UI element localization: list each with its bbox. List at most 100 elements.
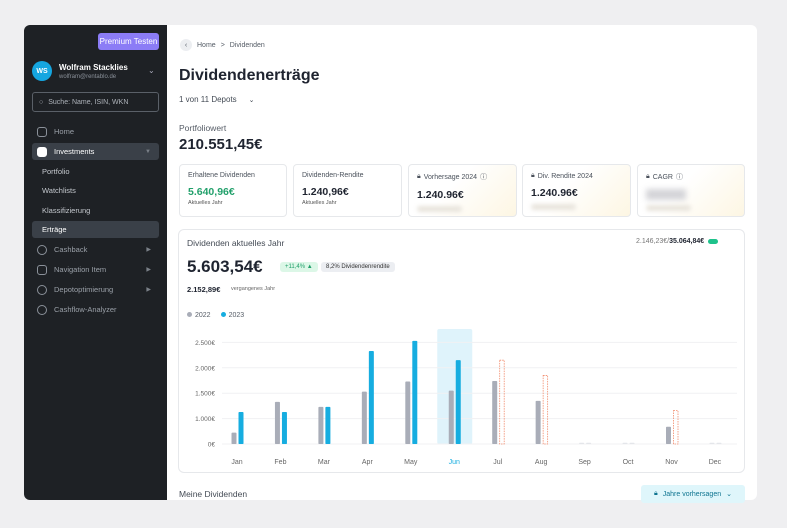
bar-2023 [238,411,244,444]
card-cagr[interactable]: 🔒︎ CAGR ⓘ [637,164,745,217]
x-tick-label: Mar [318,459,331,466]
card-sub: Aktuelles Jahr [302,200,337,206]
bar-2022 [492,381,498,444]
chart-icon [37,146,47,157]
x-tick-label: Oct [623,459,634,466]
x-tick-label: Nov [665,459,678,466]
cashback-icon [37,244,47,255]
page-title: Dividendenerträge [179,67,320,84]
bar-forecast [499,359,505,445]
sidebar-item-depotoptimierung[interactable]: Depotoptimierung ▶ [32,281,159,298]
bar-2023 [629,442,635,444]
breadcrumb-current: Dividenden [229,41,265,49]
bar-2022 [274,401,280,444]
card-title: Vorhersage 2024 [423,173,478,181]
breadcrumb-home[interactable]: Home [197,41,216,49]
bar-2023 [586,442,592,444]
portfolio-value: 210.551,45€ [179,136,263,153]
x-tick-label: Aug [535,459,548,466]
breadcrumb-separator: > [220,41,225,49]
y-tick-label: 0€ [208,442,216,449]
bar-forecast [673,410,679,445]
forecast-years-button[interactable]: 🔒︎ Jahre vorhersagen ⌄ [641,485,745,503]
progress-total: 35.064,84€ [669,238,705,245]
info-icon[interactable]: ⓘ [675,174,683,181]
label: Cashback [54,245,88,254]
caret-right-icon: ▶ [146,267,151,273]
x-tick-label: Jul [493,459,502,466]
yield-badge: 8,2% Dividendenrendite [321,262,395,272]
progress-current: 2.146,23€ [636,238,668,245]
button-label: Jahre vorhersagen [662,490,722,498]
avatar[interactable]: WS [32,61,52,81]
sidebar-subitem-klassifizierung[interactable]: Klassifizierung [42,206,91,215]
sidebar-item-cashflow[interactable]: Cashflow-Analyzer [32,301,159,318]
bar-2022 [579,442,585,444]
user-name: Wolfram Stacklies [59,63,128,72]
sidebar-subitem-watchlists[interactable]: Watchlists [42,186,76,195]
legend-2023[interactable]: 2023 [220,312,244,319]
bar-2023 [281,411,287,444]
label: Cashflow-Analyzer [54,305,117,314]
depot-label: 1 von 11 Depots [179,95,237,104]
card-title: Dividenden-Rendite [302,172,364,179]
search-input[interactable]: ○ Suche: Name, ISIN, WKN [32,92,159,112]
dividends-chart-card [178,229,745,473]
home-icon [37,126,47,137]
sidebar-subitem-ertraege[interactable]: Erträge [32,221,159,238]
x-tick-label: Apr [362,459,374,466]
sidebar-subitem-portfolio[interactable]: Portfolio [42,167,70,176]
y-tick-label: 2.000€ [195,365,215,372]
chevron-down-icon: ⌄ [726,491,732,498]
card-value: 1.240.96€ [531,187,578,199]
bar-2022 [622,442,628,444]
card-div-yield-2024[interactable]: 🔒︎ Div. Rendite 2024 1.240.96€ [522,164,631,217]
optimize-icon [37,284,47,295]
lock-icon: 🔒︎ [646,173,650,180]
lock-icon: 🔒︎ [531,172,535,179]
chart-card-title: Dividenden aktuelles Jahr [187,238,285,248]
blurred-value [646,189,686,200]
bar-2022 [666,426,671,444]
caret-right-icon: ▶ [146,247,151,253]
home-icon [37,264,47,275]
blurred-text [646,205,691,211]
analyzer-icon [37,304,47,315]
user-email: wolfram@rentablo.de [59,74,117,80]
x-tick-label: Dec [709,459,722,466]
label: Investments [54,147,95,156]
card-value: 1.240.96€ [417,189,464,201]
info-icon[interactable]: ⓘ [480,174,488,181]
card-title: CAGR [652,173,673,181]
bar-2022 [231,432,237,444]
search-placeholder: Suche: Name, ISIN, WKN [48,98,129,106]
legend-2022[interactable]: 2022 [187,312,211,319]
lock-icon: 🔒︎ [654,490,658,497]
bar-2022 [709,442,715,444]
card-title: Div. Rendite 2024 [537,172,593,180]
sidebar-item-home[interactable]: Home [32,123,159,140]
bar-2022 [405,381,411,444]
card-forecast-2024[interactable]: 🔒︎ Vorhersage 2024 ⓘ 1.240.96€ [408,164,517,217]
card-value: 1.240,96€ [302,186,349,198]
section-title: Meine Dividenden [179,489,248,499]
y-tick-label: 1.000€ [195,416,215,423]
card-sub: Aktuelles Jahr [188,200,223,206]
bar-2022 [318,406,324,444]
breadcrumb: ‹ Home > Dividenden [180,39,265,51]
chevron-down-icon[interactable]: ⌄ [148,66,155,75]
lock-icon: 🔒︎ [417,173,421,180]
label: Home [54,127,75,136]
depot-selector[interactable]: 1 von 11 Depots ⌄ [179,95,255,104]
bar-2023 [368,351,374,444]
card-title: Erhaltene Dividenden [188,172,255,179]
sidebar-item-navigation[interactable]: Navigation Item ▶ [32,261,159,278]
bar-forecast [542,375,549,445]
progress-bar [708,239,719,244]
sidebar-item-investments[interactable]: Investments ▼ [32,143,159,160]
premium-button[interactable]: Premium Testen [98,33,159,50]
total-dividends: 5.603,54€ [187,257,263,276]
sidebar-item-cashback[interactable]: Cashback ▶ [32,241,159,258]
x-tick-label: May [404,459,418,466]
back-icon[interactable]: ‹ [180,39,192,51]
